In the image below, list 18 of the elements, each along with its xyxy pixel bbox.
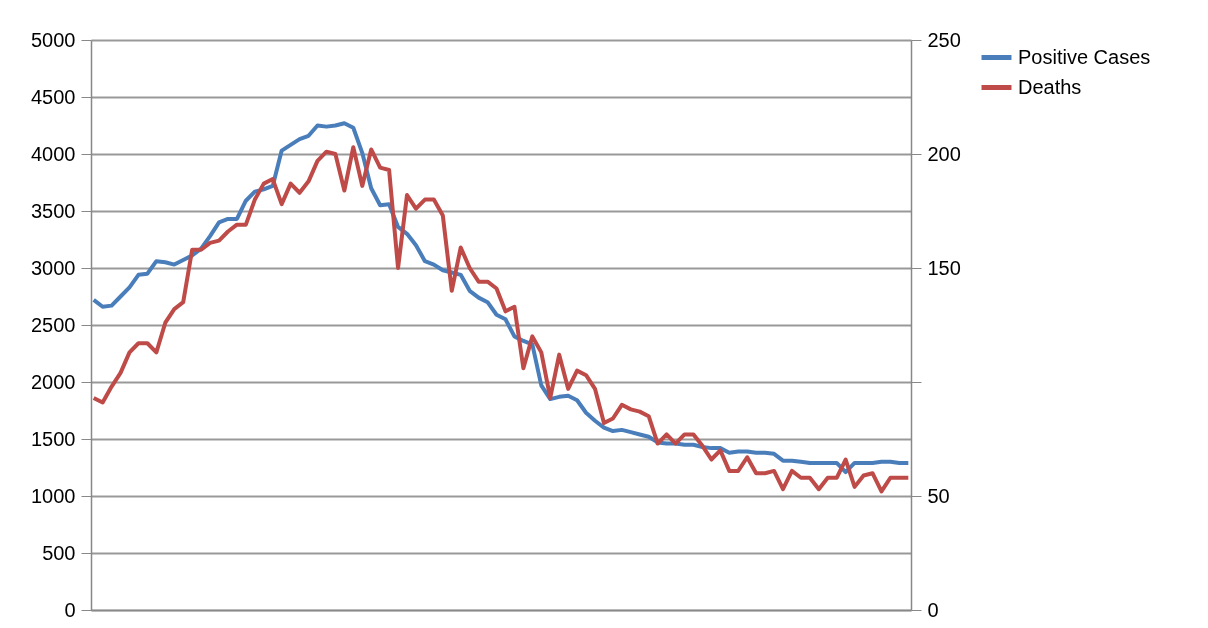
- legend-label: Deaths: [1018, 75, 1082, 98]
- y-tick-label: 2000: [31, 370, 76, 393]
- y-tick-label: 3000: [31, 256, 76, 279]
- y-tick-label: 5000: [31, 28, 76, 51]
- legend-label: Positive Cases: [1018, 45, 1151, 68]
- y-tick-label: 4000: [31, 142, 76, 165]
- y2-tick-label: 250: [927, 28, 961, 51]
- y-tick-label: 1000: [31, 484, 76, 507]
- y-tick-label: 0: [64, 598, 76, 621]
- y2-tick-label: 50: [927, 484, 950, 507]
- y-tick-label: 2500: [31, 313, 76, 336]
- y-tick-label: 4500: [31, 85, 76, 108]
- y2-tick-label: 0: [927, 598, 939, 621]
- y-tick-label: 3500: [31, 199, 76, 222]
- y2-tick-label: 200: [927, 142, 961, 165]
- y-tick-label: 500: [42, 541, 76, 564]
- y2-tick-label: 150: [927, 256, 961, 279]
- y-tick-label: 1500: [31, 427, 76, 450]
